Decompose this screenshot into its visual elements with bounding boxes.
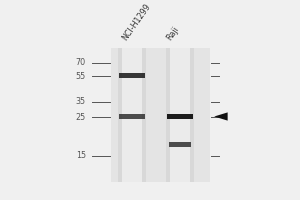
Polygon shape [214,112,228,121]
Bar [122,48,142,182]
Bar [111,48,210,182]
Text: 25: 25 [76,113,86,122]
Bar [119,73,145,78]
Text: 70: 70 [76,58,86,67]
Bar [118,48,146,182]
Text: 55: 55 [76,72,86,81]
Text: Raji: Raji [165,25,181,42]
Bar [119,114,145,119]
Text: 35: 35 [76,97,86,106]
Bar [166,48,194,182]
Text: NCI-H1299: NCI-H1299 [120,2,152,42]
Bar [167,114,193,119]
Bar [169,142,191,147]
Bar [170,48,190,182]
Text: 15: 15 [76,151,86,160]
